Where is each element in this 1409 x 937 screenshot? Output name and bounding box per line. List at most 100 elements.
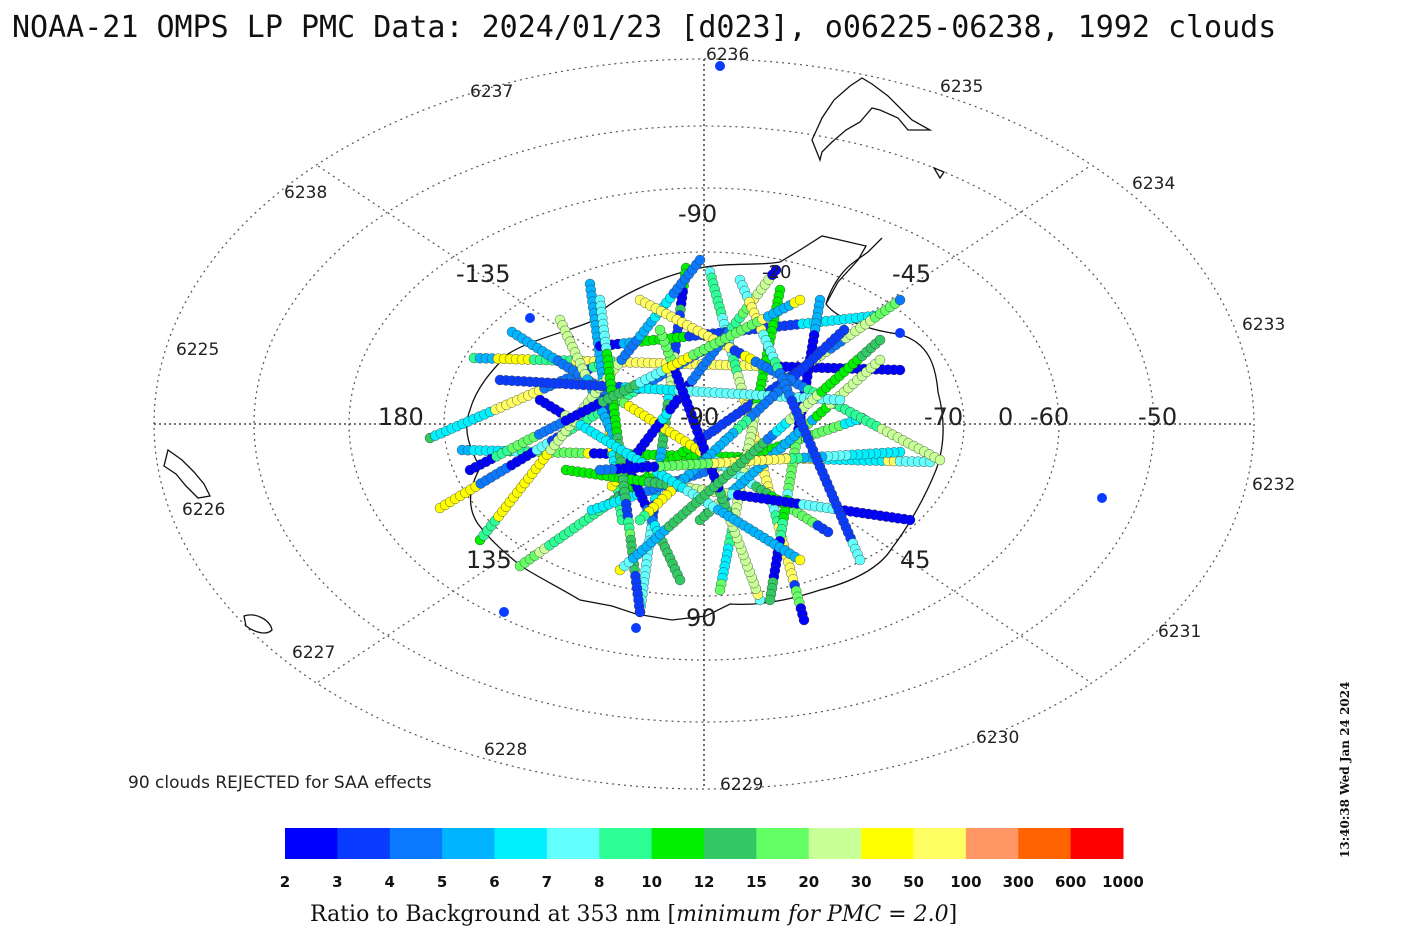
cloud-marker (770, 264, 782, 276)
cloud-marker (1097, 493, 1107, 503)
map-title: NOAA-21 OMPS LP PMC Data: 2024/01/23 [d0… (12, 10, 1277, 45)
orbit-label-6227: 6227 (292, 643, 335, 663)
lon-label-top: -90 (678, 200, 717, 228)
lat-label-fragment: -20 (762, 262, 791, 283)
colorbar-tick-label: 20 (798, 873, 819, 891)
lon-label-left: 180 (378, 403, 424, 431)
colorbar-title-main: Ratio to Background at 353 nm [ (310, 902, 677, 927)
rejected-note: 90 clouds REJECTED for SAA effects (128, 773, 432, 793)
cloud-marker (794, 294, 806, 306)
cloud-marker (874, 334, 886, 346)
colorbar-tick-label: 7 (542, 873, 552, 891)
cloud-marker (874, 354, 886, 366)
lon-label-upper-right: -45 (892, 260, 931, 288)
colorbar-tick-label: 5 (437, 873, 447, 891)
colorbar-swatch (337, 828, 391, 859)
orbit-label-6232: 6232 (1252, 475, 1295, 495)
colorbar-tick-label: 6 (489, 873, 499, 891)
lon-label-upper-left: -135 (456, 260, 510, 288)
orbit-label-6233: 6233 (1242, 315, 1285, 335)
colorbar-swatch (1018, 828, 1072, 859)
lon-label-bottom: 90 (686, 604, 717, 632)
orbit-label-6236: 6236 (706, 45, 749, 65)
cloud-marker (834, 394, 846, 406)
orbit-label-6234: 6234 (1132, 174, 1175, 194)
cloud-marker (904, 514, 916, 526)
cloud-marker (594, 464, 606, 476)
lat-label-50: -50 (1138, 403, 1177, 431)
colorbar-swatch (1070, 828, 1124, 859)
cloud-marker (714, 584, 726, 596)
colorbar-tick-label: 3 (332, 873, 342, 891)
colorbar-tick-label: 4 (385, 873, 395, 891)
cloud-marker (895, 328, 905, 338)
colorbar-tick-label: 300 (1003, 873, 1034, 891)
cloud-marker (654, 324, 666, 336)
timestamp: 13:40:38 Wed Jan 24 2024 (1338, 681, 1352, 858)
colorbar-tick-label: 100 (950, 873, 981, 891)
colorbar-title: Ratio to Background at 353 nm [minimum f… (310, 902, 957, 927)
lat-label-pole: -90 (680, 403, 719, 431)
colorbar-tick-label: 50 (903, 873, 924, 891)
colorbar-title-italic: minimum for PMC = 2.0 (676, 902, 949, 927)
orbit-label-6228: 6228 (484, 740, 527, 760)
colorbar-swatch (599, 828, 653, 859)
tasmania-coastline (243, 614, 273, 634)
cloud-marker (798, 614, 810, 626)
orbit-label-6231: 6231 (1158, 622, 1201, 642)
colorbar-tick-label: 30 (851, 873, 872, 891)
colorbar-ticks: 2 3 4 5 6 7 8 10 12 15 20 30 50 100 300 600 1000 (280, 873, 1144, 891)
colorbar-swatch (442, 828, 495, 859)
cloud-marker (634, 514, 646, 526)
colorbar-swatch (546, 828, 600, 859)
orbit-label-6235: 6235 (940, 77, 983, 97)
colorbar (285, 828, 1124, 859)
orbit-labels: 6236 6235 6234 6233 6232 6231 6230 6229 … (176, 45, 1295, 795)
peninsula-coastline (825, 237, 883, 305)
colorbar-tick-label: 12 (694, 873, 715, 891)
cloud-marker (894, 364, 906, 376)
colorbar-tick-label: 2 (280, 873, 290, 891)
colorbar-tick-label: 10 (641, 873, 662, 891)
map-labels: -90 -135 -45 180 -90 -70 0 -60 -50 135 4… (378, 200, 1177, 632)
cloud-marker (674, 574, 686, 586)
orbit-label-6226: 6226 (182, 500, 225, 520)
colorbar-swatch (494, 828, 548, 859)
cloud-marker (499, 607, 509, 617)
colorbar-title-end: ] (948, 902, 958, 927)
cloud-marker (631, 623, 641, 633)
colorbar-tick-label: 8 (594, 873, 604, 891)
colorbar-swatch (861, 828, 914, 859)
lat-label-60: -60 (1030, 403, 1069, 431)
main-axes (154, 59, 1254, 789)
colorbar-swatch (704, 828, 757, 859)
lon-label-lower-right: 45 (900, 546, 931, 574)
cloud-marker (764, 594, 776, 606)
cloud-marker (894, 294, 906, 306)
cloud-marker (634, 606, 646, 618)
cloud-marker (854, 554, 866, 566)
island-coastline (932, 166, 945, 180)
lon-label-right: 0 (998, 403, 1013, 431)
colorbar-swatch (965, 828, 1019, 859)
south-america-coastline (811, 77, 933, 163)
colorbar-swatch (651, 828, 705, 859)
colorbar-tick-label: 15 (746, 873, 767, 891)
cloud-marker (934, 454, 946, 466)
colorbar-swatch (389, 828, 443, 859)
orbit-label-6230: 6230 (976, 728, 1019, 748)
latitude-circle-outer (153, 58, 1255, 790)
cloud-tracks (424, 61, 1107, 633)
colorbar-swatch (913, 828, 967, 859)
lat-label-70: -70 (924, 403, 963, 431)
orbit-label-6238: 6238 (284, 183, 327, 203)
cloud-marker (694, 254, 706, 266)
cloud-marker (525, 313, 535, 323)
colorbar-swatch (808, 828, 862, 859)
new-zealand-coastline (163, 448, 211, 499)
cloud-marker (715, 61, 725, 71)
orbit-label-6229: 6229 (720, 775, 763, 795)
colorbar-swatch (285, 828, 338, 859)
colorbar-tick-label: 600 (1055, 873, 1086, 891)
